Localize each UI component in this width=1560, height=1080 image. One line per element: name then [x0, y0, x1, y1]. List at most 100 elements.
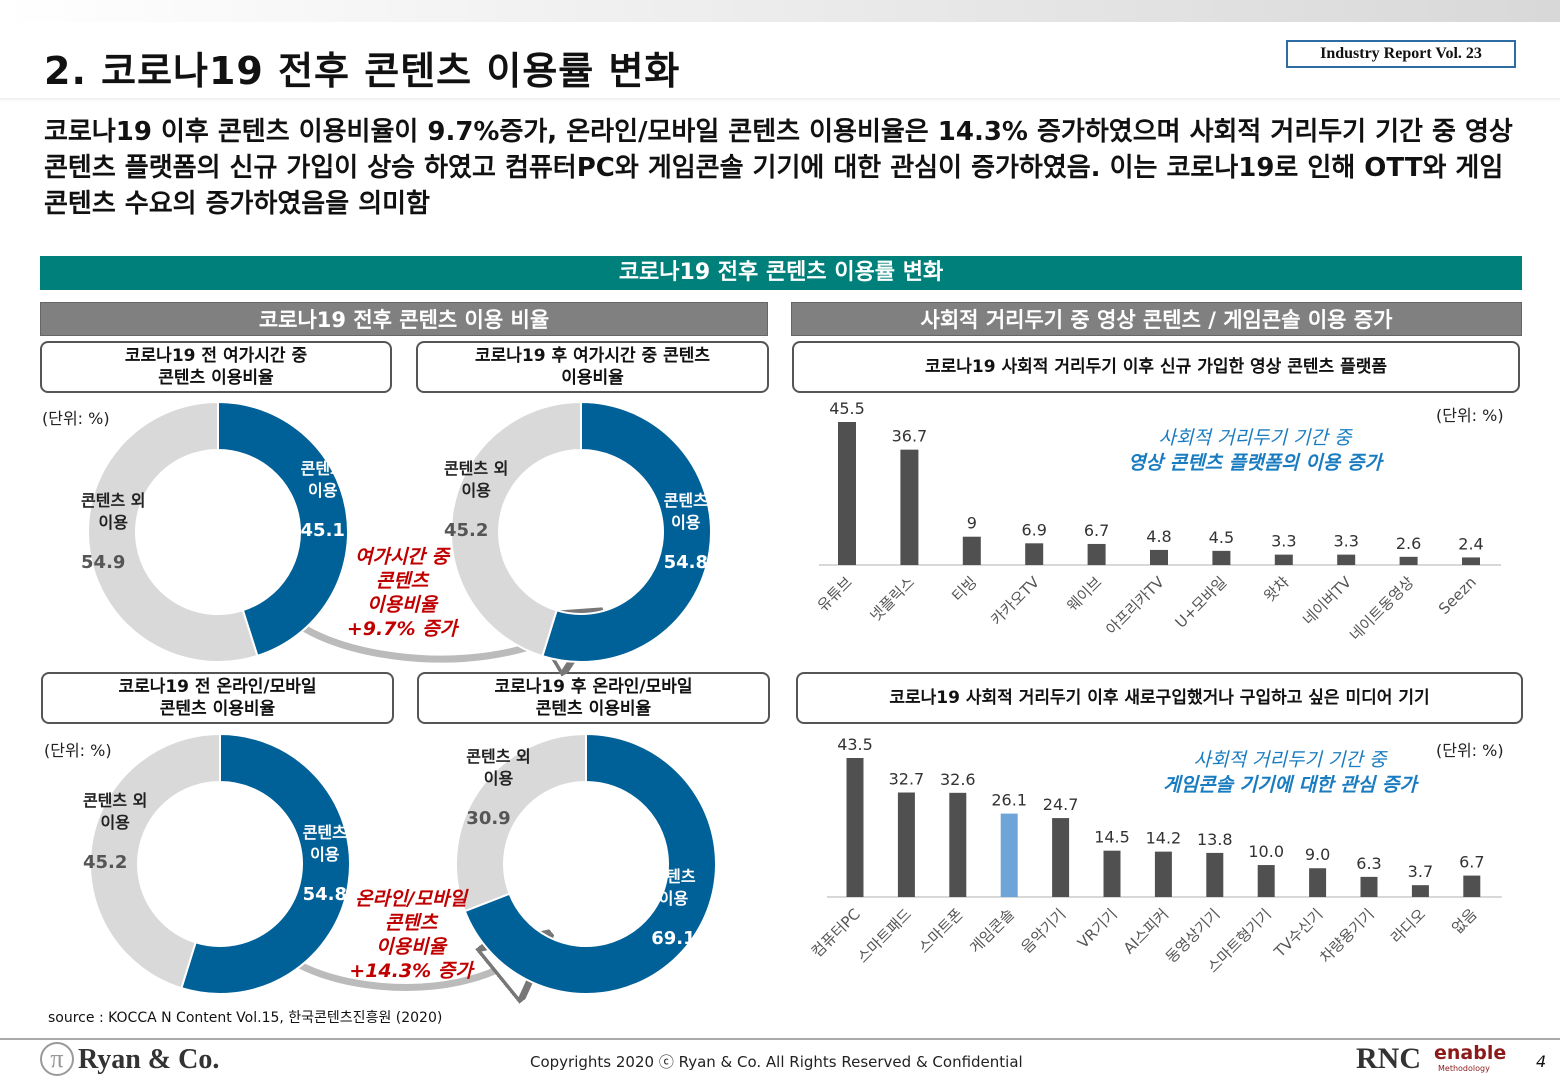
donut-slice-other — [87, 400, 259, 663]
bar — [897, 792, 915, 897]
x-tick-label: 스마트폰 — [915, 905, 967, 957]
x-tick-label: 게임콘솔 — [966, 905, 1018, 957]
bar — [1154, 851, 1172, 897]
bar — [1462, 557, 1480, 565]
enable-logo: enable — [1434, 1042, 1507, 1064]
bar-value-label: 6.3 — [1356, 854, 1381, 873]
donut2-title: 코로나19 후 여가시간 중 콘텐츠 이용비율 — [416, 341, 769, 393]
bar-value-label: 32.7 — [889, 770, 925, 789]
page-number: 4 — [1536, 1052, 1547, 1071]
note-line1: 사회적 거리두기 기간 중 — [1193, 749, 1387, 771]
bar — [1150, 549, 1168, 565]
note-line2: 게임콘솔 기기에 대한 관심 증가 — [1163, 774, 1417, 796]
bar — [1025, 543, 1044, 565]
x-tick-label: 음악기기 — [1018, 905, 1070, 957]
donut-slice-other — [89, 732, 221, 990]
bar — [1212, 550, 1231, 565]
methodology-logo: Methodology — [1438, 1064, 1490, 1073]
donut-slice-other — [450, 400, 582, 658]
x-tick-label: 왓챠 — [1260, 573, 1292, 605]
bar-value-label: 6.7 — [1459, 853, 1484, 872]
donut-label-content: 콘텐츠 이용 — [663, 490, 708, 532]
donut-value-content: 45.1 — [300, 519, 345, 541]
x-tick-label: 티빙 — [948, 573, 980, 605]
rnc-logo: RNC — [1356, 1042, 1421, 1075]
unit-label: (단위: %) — [1436, 406, 1504, 425]
donut1-title: 코로나19 전 여가시간 중 콘텐츠 이용비율 — [40, 341, 392, 393]
donut-value-content: 54.8 — [302, 883, 347, 905]
bar — [962, 536, 981, 565]
donut-value-other: 45.2 — [82, 852, 128, 874]
bar-value-label: 36.7 — [892, 427, 928, 446]
bar — [1463, 875, 1481, 897]
bar — [1206, 852, 1224, 897]
x-tick-label: 카카오TV — [987, 573, 1043, 629]
donut-slice-other — [455, 732, 587, 913]
donut-slice-content — [463, 732, 717, 995]
bar-value-label: 9 — [967, 514, 977, 533]
donut-slice-content — [217, 400, 349, 658]
bar2-title: 코로나19 사회적 거리두기 이후 새로구입했거나 구입하고 싶은 미디어 기기 — [796, 672, 1523, 724]
bar-value-label: 32.6 — [940, 770, 976, 789]
donut-label-other: 콘텐츠 외 이용 — [443, 459, 509, 501]
x-tick-label: 스마트패드 — [854, 905, 916, 967]
x-tick-label: 라디오 — [1387, 905, 1429, 947]
bar — [846, 758, 864, 897]
bar — [1274, 554, 1293, 565]
main-section-header: 코로나19 전후 콘텐츠 이용률 변화 — [40, 256, 1522, 290]
bar-value-label: 2.6 — [1396, 534, 1421, 553]
donut-value-other: 54.9 — [81, 552, 126, 574]
bar-value-label: 2.4 — [1458, 534, 1483, 553]
bar-value-label: 6.9 — [1021, 520, 1046, 539]
bar — [1337, 554, 1356, 565]
unit-label: (단위: %) — [1436, 741, 1504, 760]
bar — [949, 792, 967, 897]
unit-label: (단위: %) — [42, 409, 110, 428]
donut4-title: 코로나19 후 온라인/모바일 콘텐츠 이용비율 — [417, 672, 770, 724]
x-tick-label: 네이버TV — [1299, 573, 1355, 629]
bar — [1411, 885, 1429, 897]
bar-value-label: 43.5 — [837, 735, 873, 754]
bar — [1000, 813, 1018, 897]
x-tick-label: 아프리카TV — [1102, 573, 1168, 639]
bar-value-label: 26.1 — [991, 791, 1027, 810]
bar — [1309, 868, 1327, 897]
x-tick-label: 차량용기기 — [1316, 905, 1378, 967]
chart1-note: 사회적 거리두기 기간 중 영상 콘텐츠 플랫폼의 이용 증가 — [1090, 426, 1420, 476]
summary-text: 코로나19 이후 콘텐츠 이용비율이 9.7%증가, 온라인/모바일 콘텐츠 이… — [44, 117, 1513, 219]
x-tick-label: 넷플릭스 — [866, 573, 918, 625]
bar-value-label: 3.7 — [1408, 862, 1433, 881]
donut-label-content: 콘텐츠 이용 — [300, 458, 345, 500]
unit-label: (단위: %) — [44, 741, 112, 760]
donut-label-content: 콘텐츠 이용 — [651, 866, 696, 908]
bar — [1103, 850, 1121, 897]
donut-value-content: 69.1 — [651, 927, 696, 949]
annotation-leisure-increase: 여가시간 중 콘텐츠 이용비율 +9.7% 증가 — [346, 546, 458, 640]
bar-value-label: 14.2 — [1146, 829, 1182, 848]
donut3-title: 코로나19 전 온라인/모바일 콘텐츠 이용비율 — [41, 672, 394, 724]
bar-value-label: 14.5 — [1094, 828, 1130, 847]
x-tick-label: 없음 — [1448, 905, 1480, 937]
donut-label-other: 콘텐츠 외 이용 — [81, 491, 146, 533]
bar — [1052, 818, 1070, 897]
bar1-title: 코로나19 사회적 거리두기 이후 신규 가입한 영상 콘텐츠 플랫폼 — [792, 341, 1520, 393]
footer-divider — [0, 1038, 1560, 1040]
x-tick-label: VR기기 — [1074, 905, 1121, 952]
x-tick-label: U+모바일 — [1172, 573, 1231, 632]
donut-value-content: 54.8 — [663, 551, 708, 573]
bar-value-label: 3.3 — [1271, 532, 1296, 551]
left-section-header: 코로나19 전후 콘텐츠 이용 비율 — [40, 302, 768, 336]
report-badge: Industry Report Vol. 23 — [1286, 40, 1516, 68]
donut-label-other: 콘텐츠 외 이용 — [466, 747, 531, 789]
bar-value-label: 24.7 — [1043, 795, 1079, 814]
bar — [1087, 543, 1106, 565]
bar-value-label: 13.8 — [1197, 830, 1233, 849]
donut-slice-content — [541, 400, 712, 663]
bar-value-label: 10.0 — [1248, 842, 1284, 861]
note-line1: 사회적 거리두기 기간 중 — [1158, 427, 1352, 449]
right-section-header: 사회적 거리두기 중 영상 콘텐츠 / 게임콘솔 이용 증가 — [791, 302, 1522, 336]
donut-label-other: 콘텐츠 외 이용 — [82, 791, 148, 833]
donut-value-other: 30.9 — [466, 808, 511, 830]
